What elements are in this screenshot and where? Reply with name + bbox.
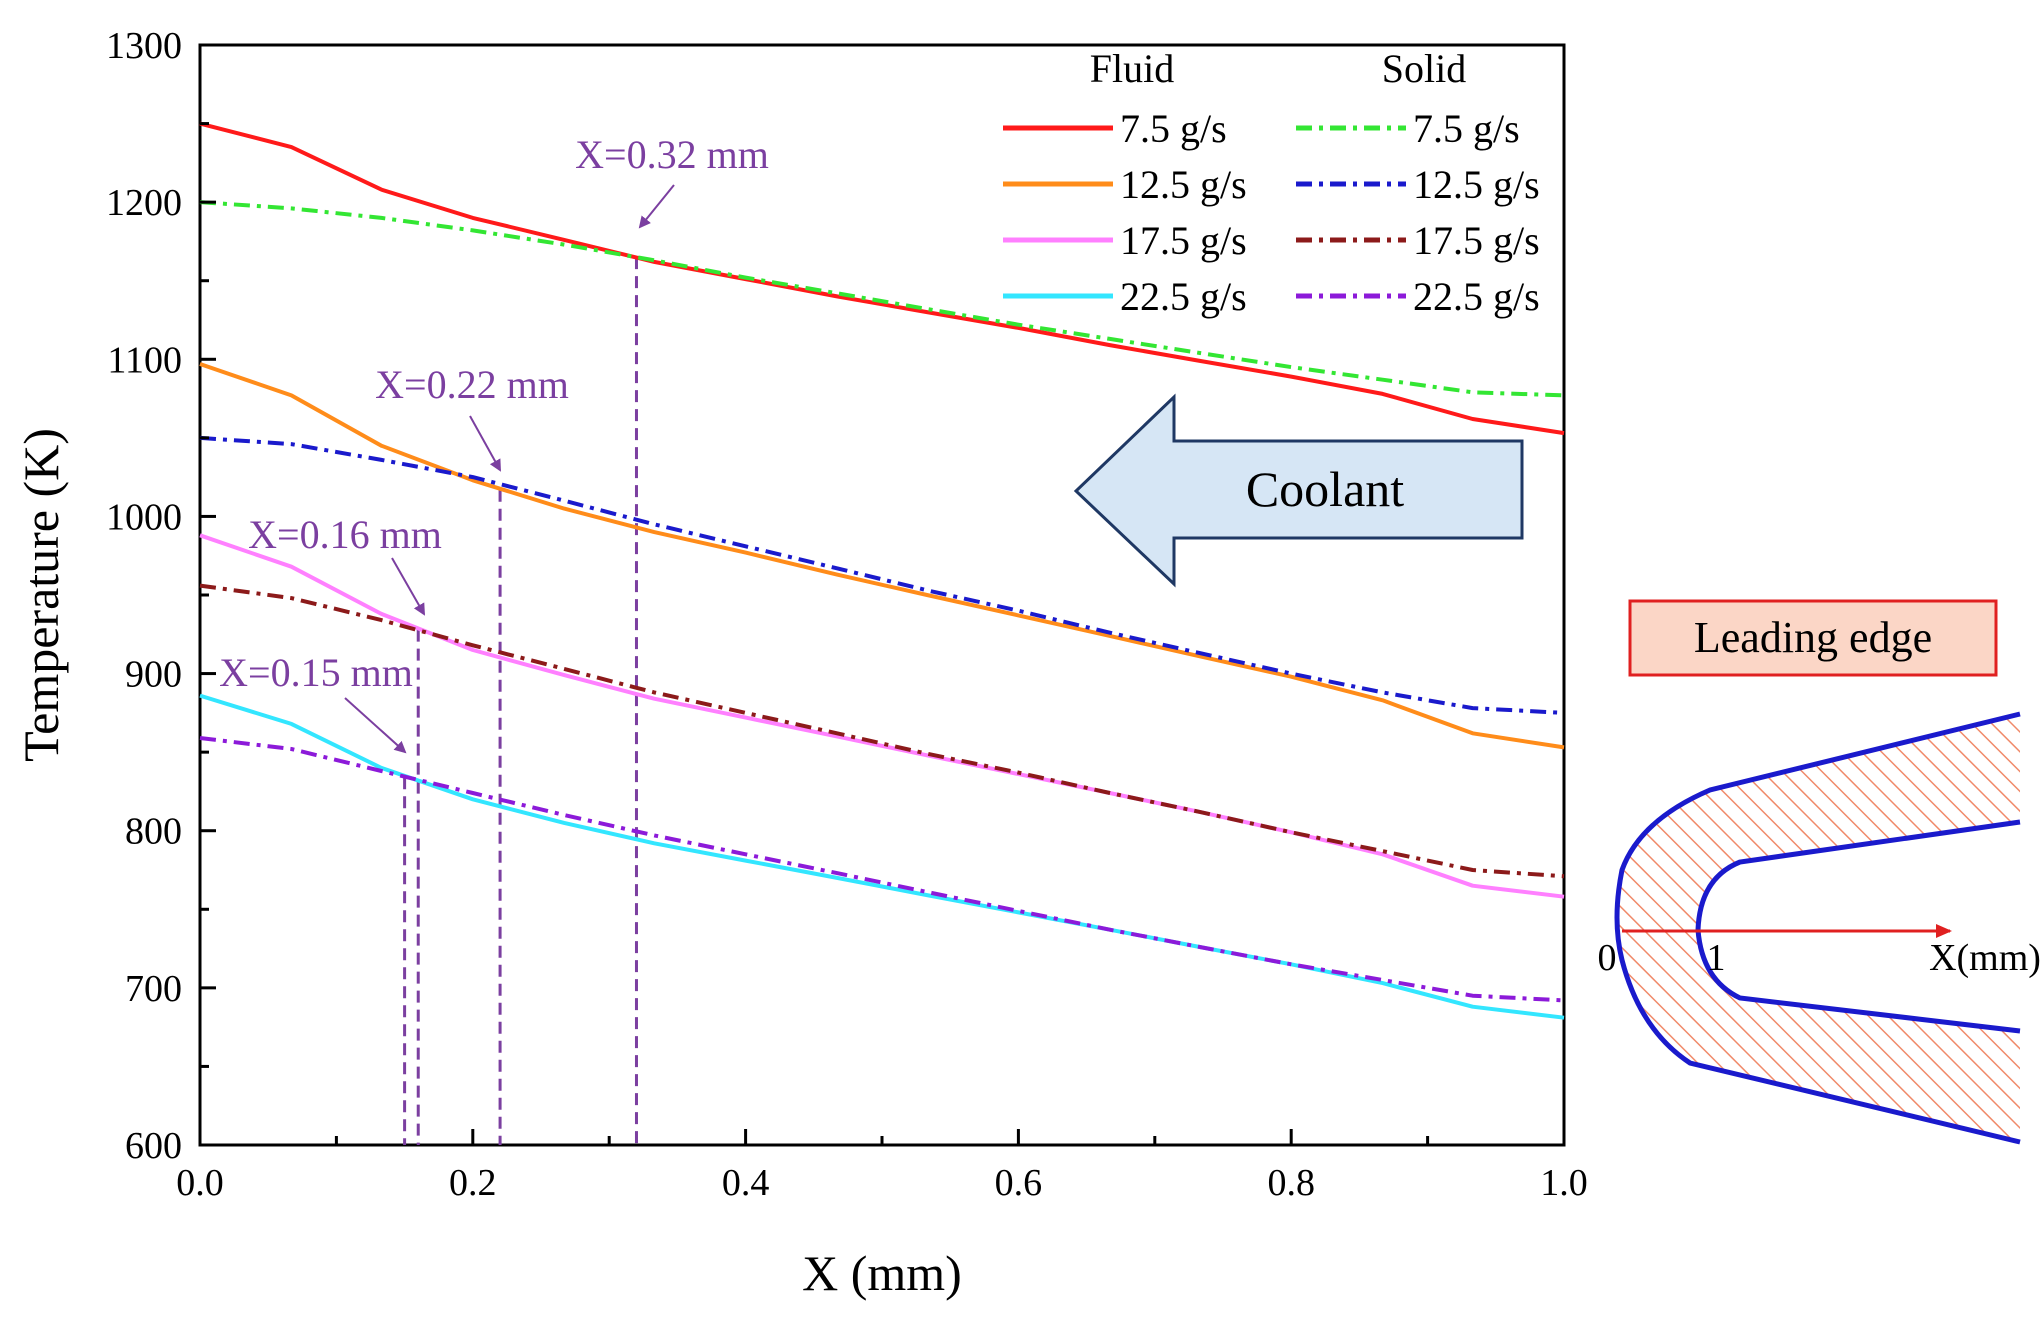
inset-origin-label: 0 <box>1598 937 1617 979</box>
intersection-pointer-arrow <box>638 184 675 229</box>
legend-col-title-solid: Solid <box>1382 46 1466 91</box>
y-tick-label: 1000 <box>106 496 182 538</box>
y-tick-label: 600 <box>125 1125 182 1167</box>
x-tick-label: 0.6 <box>995 1162 1043 1204</box>
coolant-label: Coolant <box>1246 461 1404 517</box>
intersection-pointer-arrow <box>344 697 407 754</box>
legend: Fluid Solid 7.5 g/s 12.5 g/s 17.5 g/s 22.5 … <box>1003 46 1540 319</box>
coolant-arrow-shape <box>1073 393 1524 588</box>
series-layer <box>199 121 1565 1020</box>
intersection-label: X=0.32 mm <box>575 132 769 177</box>
legend-label: 7.5 g/s <box>1413 106 1520 151</box>
inset-title-box <box>1628 599 1998 677</box>
legend-label: 17.5 g/s <box>1413 218 1540 263</box>
legend-entries: 7.5 g/s 12.5 g/s 17.5 g/s 22.5 g/s 7.5 g/s 12… <box>1003 106 1540 319</box>
x-tick-label: 0.8 <box>1267 1162 1315 1204</box>
y-tick-label: 1300 <box>106 25 182 67</box>
x-tick-label: 0.0 <box>176 1162 224 1204</box>
intersection-markers <box>403 257 638 1145</box>
x-axis-title: X (mm) <box>802 1245 962 1301</box>
legend-label: 12.5 g/s <box>1120 162 1247 207</box>
inset-axis-label: X(mm) <box>1929 937 2041 979</box>
series-line-solid-17-5 <box>199 583 1565 879</box>
inset-tick-label: 1 <box>1707 937 1726 979</box>
y-tick-label: 800 <box>125 811 182 853</box>
y-tick-label: 1100 <box>107 339 182 381</box>
leading-edge-solid-region <box>1617 714 2020 1142</box>
legend-label: 7.5 g/s <box>1120 106 1227 151</box>
series-line-fluid-12-5 <box>199 362 1565 750</box>
legend-col-title-fluid: Fluid <box>1090 46 1174 91</box>
legend-label: 22.5 g/s <box>1120 274 1247 319</box>
intersection-pointer-arrow <box>469 415 501 472</box>
series-line-solid-12-5 <box>199 435 1565 715</box>
series-line-solid-7-5 <box>199 200 1565 398</box>
intersection-annotations: X=0.32 mm X=0.22 mm X=0.16 mm X=0.15 mm <box>219 132 769 754</box>
legend-label: 12.5 g/s <box>1413 162 1540 207</box>
intersection-label: X=0.15 mm <box>219 650 413 695</box>
y-tick-label: 700 <box>125 968 182 1010</box>
y-tick-label: 1200 <box>106 182 182 224</box>
legend-label: 17.5 g/s <box>1120 218 1247 263</box>
x-tick-label: 0.2 <box>449 1162 497 1204</box>
x-tick-label: 0.4 <box>722 1162 770 1204</box>
series-line-fluid-7-5 <box>199 121 1565 436</box>
coolant-arrow: Coolant <box>1073 393 1524 588</box>
intersection-pointer-arrow <box>391 557 425 616</box>
intersection-label: X=0.22 mm <box>375 362 569 407</box>
leading-edge-outer-wall <box>1614 711 2021 1145</box>
legend-label: 22.5 g/s <box>1413 274 1540 319</box>
axis-ticks: 0.0 0.2 0.4 0.6 0.8 1.0 600 700 800 900 1000 1100 12… <box>106 25 1588 1204</box>
y-axis-title: Temperature (K) <box>13 428 69 762</box>
leading-edge-inset: Leading edge 0 1 X(mm) <box>1598 599 2041 1145</box>
x-tick-label: 1.0 <box>1540 1162 1588 1204</box>
inset-title: Leading edge <box>1694 613 1932 662</box>
y-tick-label: 900 <box>125 654 182 696</box>
intersection-label: X=0.16 mm <box>248 512 442 557</box>
series-line-solid-22-5 <box>199 736 1565 1003</box>
